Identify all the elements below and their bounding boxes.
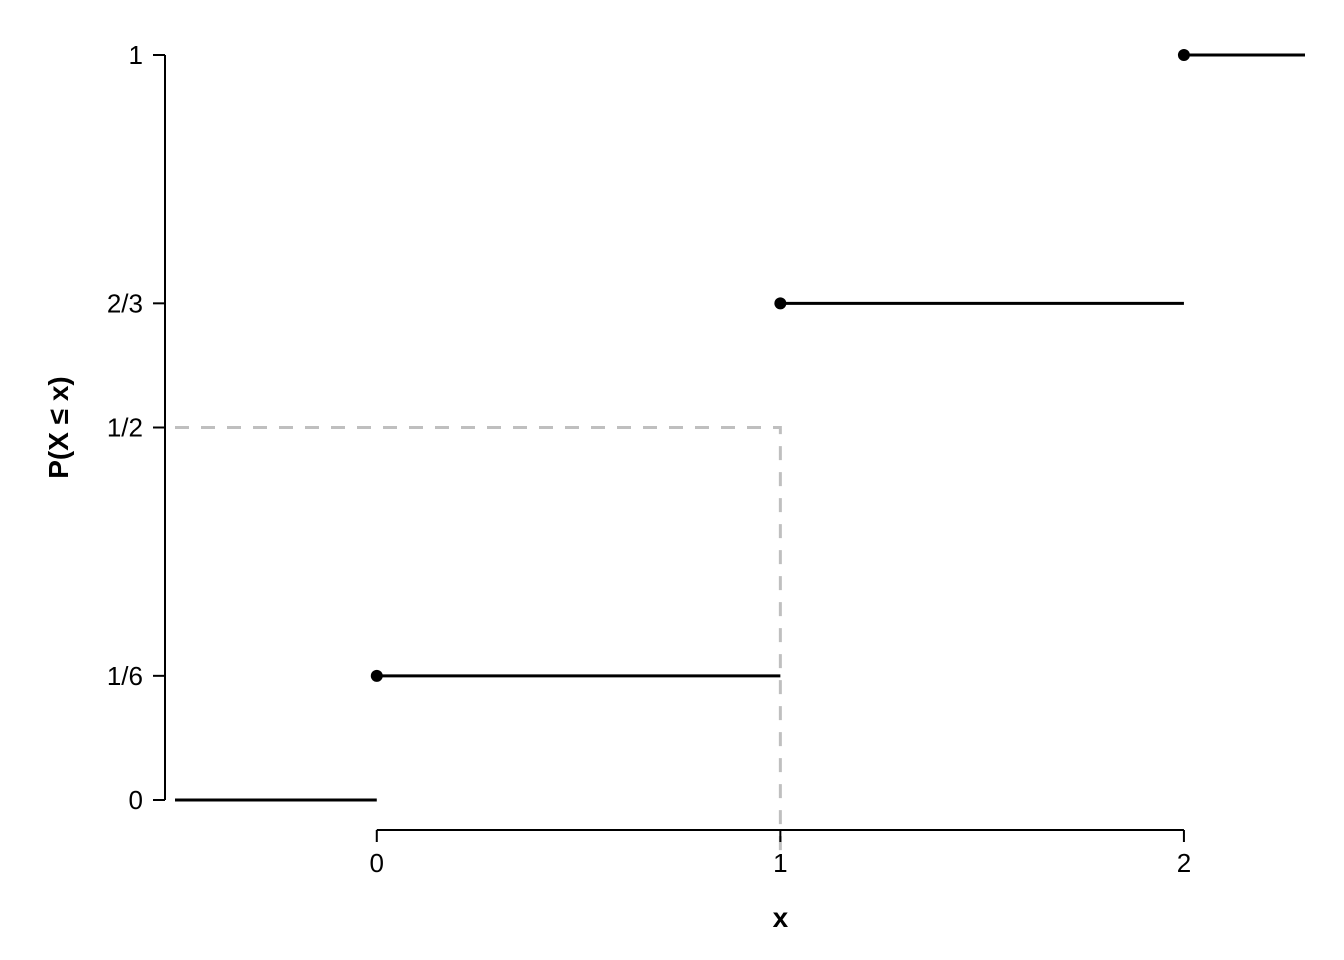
y-tick-label: 1/6	[107, 661, 143, 691]
y-tick-label: 1	[129, 40, 143, 70]
cdf-step-dot	[774, 297, 786, 309]
x-tick-label: 2	[1177, 848, 1191, 878]
plot-background	[0, 0, 1344, 960]
x-tick-label: 0	[370, 848, 384, 878]
x-axis-label: x	[773, 902, 789, 933]
cdf-step-chart: 0 1 2 x 0 1/6 1/2 2/3 1 P(X ≤ x)	[0, 0, 1344, 960]
y-tick-label: 1/2	[107, 413, 143, 443]
cdf-step-dot	[1178, 49, 1190, 61]
y-tick-label: 2/3	[107, 288, 143, 318]
y-axis-label: P(X ≤ x)	[43, 376, 74, 479]
x-tick-label: 1	[773, 848, 787, 878]
cdf-step-dot	[371, 670, 383, 682]
y-tick-label: 0	[129, 785, 143, 815]
